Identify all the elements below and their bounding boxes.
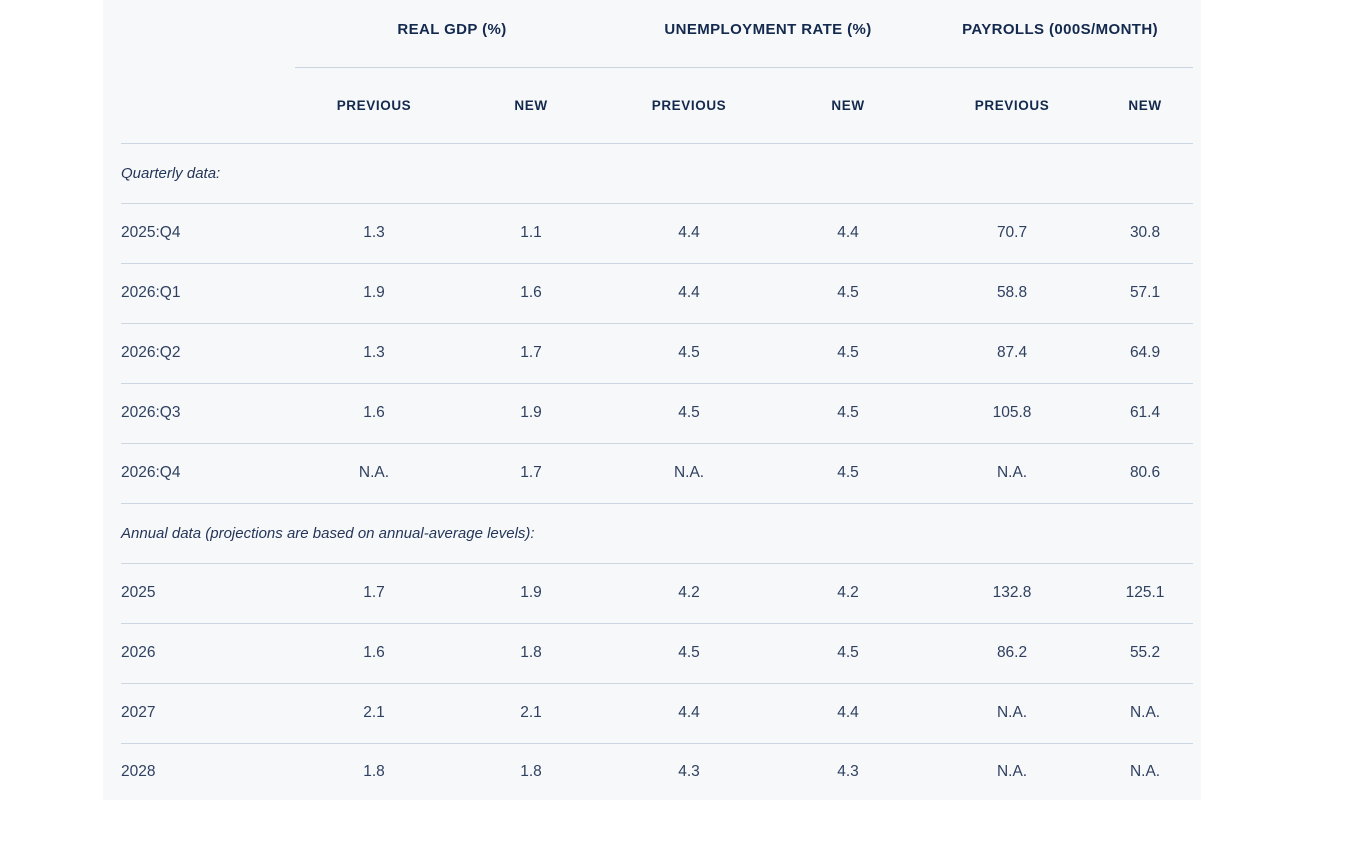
- cell-value: 1.7: [453, 443, 610, 504]
- cell-value: 4.4: [769, 683, 928, 744]
- cell-value: 55.2: [1097, 623, 1194, 684]
- cell-value: 1.6: [295, 383, 453, 444]
- row-label: 2026:Q3: [121, 383, 295, 444]
- cell-value: 4.4: [769, 203, 928, 264]
- cell-value: 1.6: [453, 263, 610, 324]
- cell-value: 80.6: [1097, 443, 1194, 504]
- row-label: 2025: [121, 563, 295, 624]
- cell-value: 1.1: [453, 203, 610, 264]
- cell-value: 1.6: [295, 623, 453, 684]
- subheader-payrolls-new: NEW: [1097, 67, 1194, 144]
- cell-value: 58.8: [927, 263, 1098, 324]
- section-title-row: Quarterly data:: [121, 143, 1194, 204]
- cell-value: 57.1: [1097, 263, 1194, 324]
- column-group-unemployment-rate: UNEMPLOYMENT RATE (%): [609, 0, 928, 68]
- cell-value: 70.7: [927, 203, 1098, 264]
- row-label: 2025:Q4: [121, 203, 295, 264]
- row-label: 2026:Q1: [121, 263, 295, 324]
- cell-value: N.A.: [996, 762, 1028, 780]
- subheader-unemployment-new: NEW: [769, 67, 928, 144]
- cell-value: 4.2: [609, 563, 770, 624]
- cell-value: N.A.: [609, 443, 770, 504]
- subheader-gdp-previous: PREVIOUS: [295, 67, 453, 144]
- table-row: 2026:Q4 N.A. 1.7 N.A. 4.5 N.A. 80.6: [121, 443, 1194, 504]
- subheader-row: PREVIOUS NEW PREVIOUS NEW PREVIOUS NEW: [121, 67, 1194, 144]
- cell-value: 4.3: [678, 762, 700, 780]
- cell-value: 1.3: [295, 203, 453, 264]
- cell-value: 4.4: [609, 683, 770, 744]
- subheader-empty-cell: [121, 67, 295, 144]
- column-group-payrolls: PAYROLLS (000S/MONTH): [927, 0, 1194, 68]
- cell-value: N.A.: [1097, 683, 1194, 744]
- cell-value: 1.9: [295, 263, 453, 324]
- cell-value: 30.8: [1097, 203, 1194, 264]
- column-group-real-gdp: REAL GDP (%): [295, 0, 610, 68]
- cell-value: 4.5: [609, 383, 770, 444]
- row-label: 2026: [121, 623, 295, 684]
- table-row: 2028 1.8 1.8 4.3 4.3 N.A. N.A.: [121, 743, 1193, 800]
- section-title: Annual data (projections are based on an…: [121, 503, 1194, 564]
- cell-value: N.A.: [927, 683, 1098, 744]
- row-label: 2028: [121, 762, 156, 780]
- section-title: Quarterly data:: [121, 143, 1194, 204]
- cell-value: 4.5: [769, 323, 928, 384]
- cell-value: 64.9: [1097, 323, 1194, 384]
- table-row: 2026:Q3 1.6 1.9 4.5 4.5 105.8 61.4: [121, 383, 1194, 444]
- cell-value: 2.1: [295, 683, 453, 744]
- row-label: 2026:Q2: [121, 323, 295, 384]
- corner-cell: [121, 0, 295, 67]
- cell-value: 2.1: [453, 683, 610, 744]
- cell-value: 4.5: [769, 383, 928, 444]
- cell-value: 1.7: [295, 563, 453, 624]
- cell-value: 125.1: [1097, 563, 1194, 624]
- table-row: 2025:Q4 1.3 1.1 4.4 4.4 70.7 30.8: [121, 203, 1194, 264]
- cell-value: 132.8: [927, 563, 1098, 624]
- subheader-gdp-new: NEW: [453, 67, 610, 144]
- row-label: 2026:Q4: [121, 443, 295, 504]
- cell-value: 4.2: [769, 563, 928, 624]
- subheader-payrolls-previous: PREVIOUS: [927, 67, 1098, 144]
- group-header-row: REAL GDP (%) UNEMPLOYMENT RATE (%) PAYRO…: [121, 0, 1194, 68]
- economic-forecast-table: REAL GDP (%) UNEMPLOYMENT RATE (%) PAYRO…: [121, 0, 1194, 800]
- table-row: 2025 1.7 1.9 4.2 4.2 132.8 125.1: [121, 563, 1194, 624]
- cell-value: 87.4: [927, 323, 1098, 384]
- cell-value: 4.4: [609, 203, 770, 264]
- cell-value: 4.5: [769, 623, 928, 684]
- cell-value: N.A.: [295, 443, 453, 504]
- section-title-row: Annual data (projections are based on an…: [121, 503, 1194, 564]
- cell-value: N.A.: [927, 443, 1098, 504]
- cell-value: 4.5: [609, 623, 770, 684]
- table-row: 2026:Q2 1.3 1.7 4.5 4.5 87.4 64.9: [121, 323, 1194, 384]
- cell-value: 1.3: [295, 323, 453, 384]
- forecast-table-panel: REAL GDP (%) UNEMPLOYMENT RATE (%) PAYRO…: [103, 0, 1201, 800]
- subheader-unemployment-previous: PREVIOUS: [609, 67, 770, 144]
- row-label: 2027: [121, 683, 295, 744]
- cell-value: 61.4: [1097, 383, 1194, 444]
- cell-value: 1.9: [453, 383, 610, 444]
- table-row: 2027 2.1 2.1 4.4 4.4 N.A. N.A.: [121, 683, 1194, 744]
- cell-value: 4.3: [837, 762, 859, 780]
- cell-value: 105.8: [927, 383, 1098, 444]
- cell-value: 1.8: [520, 762, 542, 780]
- cell-value: 4.5: [609, 323, 770, 384]
- cell-value: 4.4: [609, 263, 770, 324]
- table-row: 2026:Q1 1.9 1.6 4.4 4.5 58.8 57.1: [121, 263, 1194, 324]
- cell-value: N.A.: [1129, 762, 1161, 780]
- cell-value: 1.8: [363, 762, 385, 780]
- cell-value: 86.2: [927, 623, 1098, 684]
- cell-value: 1.8: [453, 623, 610, 684]
- cell-value: 4.5: [769, 263, 928, 324]
- cell-value: 1.7: [453, 323, 610, 384]
- table-row: 2026 1.6 1.8 4.5 4.5 86.2 55.2: [121, 623, 1194, 684]
- cell-value: 4.5: [769, 443, 928, 504]
- cell-value: 1.9: [453, 563, 610, 624]
